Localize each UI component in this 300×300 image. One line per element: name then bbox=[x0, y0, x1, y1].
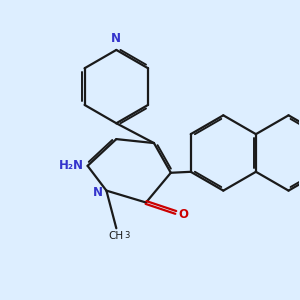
Text: CH: CH bbox=[109, 231, 124, 241]
Text: N: N bbox=[93, 187, 103, 200]
Text: N: N bbox=[111, 32, 121, 46]
Text: O: O bbox=[179, 208, 189, 221]
Text: 3: 3 bbox=[124, 231, 130, 240]
Text: H₂N: H₂N bbox=[59, 159, 84, 172]
